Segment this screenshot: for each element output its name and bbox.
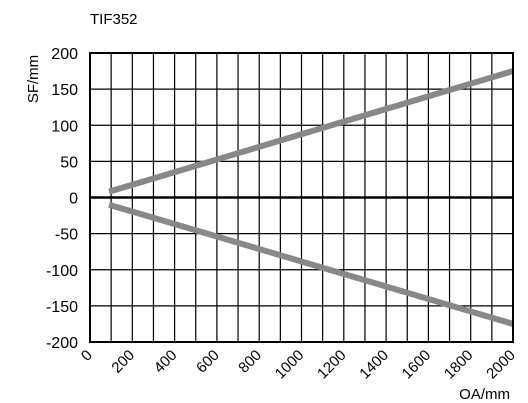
x-tick-label: 600 bbox=[193, 347, 223, 377]
x-tick-label: 200 bbox=[108, 347, 138, 377]
x-tick-labels: 0 200 400 600 800 1000 1200 1400 1600 1800 2000 bbox=[78, 347, 519, 383]
x-tick-label: 1600 bbox=[399, 347, 435, 383]
x-tick-label: 400 bbox=[151, 347, 181, 377]
y-tick-label: 100 bbox=[51, 118, 78, 135]
y-tick-labels: 200 150 100 50 0 -50 -100 -150 -200 bbox=[46, 46, 78, 352]
y-tick-label: 200 bbox=[51, 46, 78, 63]
y-tick-label: 150 bbox=[51, 82, 78, 99]
series-group bbox=[108, 68, 514, 327]
series-line-upper bbox=[108, 68, 514, 195]
x-tick-label: 0 bbox=[78, 347, 96, 365]
y-tick-label: -100 bbox=[46, 263, 78, 280]
x-tick-label: 2000 bbox=[483, 347, 519, 383]
x-tick-label: 1200 bbox=[314, 347, 350, 383]
y-axis-label: SF/mm bbox=[25, 55, 42, 103]
y-tick-label: -150 bbox=[46, 299, 78, 316]
x-tick-label: 800 bbox=[235, 347, 265, 377]
y-tick-label: -200 bbox=[46, 335, 78, 352]
x-axis-label: OA/mm bbox=[459, 386, 510, 403]
plot-frame bbox=[89, 52, 514, 343]
chart-title: TIF352 bbox=[90, 11, 138, 28]
y-tick-label: 50 bbox=[60, 154, 78, 171]
x-tick-label: 1800 bbox=[441, 347, 477, 383]
x-tick-label: 1000 bbox=[272, 347, 308, 383]
y-tick-label: -50 bbox=[55, 227, 78, 244]
x-tick-label: 1400 bbox=[356, 347, 392, 383]
series-line-lower bbox=[108, 201, 514, 327]
y-tick-label: 0 bbox=[69, 191, 78, 208]
